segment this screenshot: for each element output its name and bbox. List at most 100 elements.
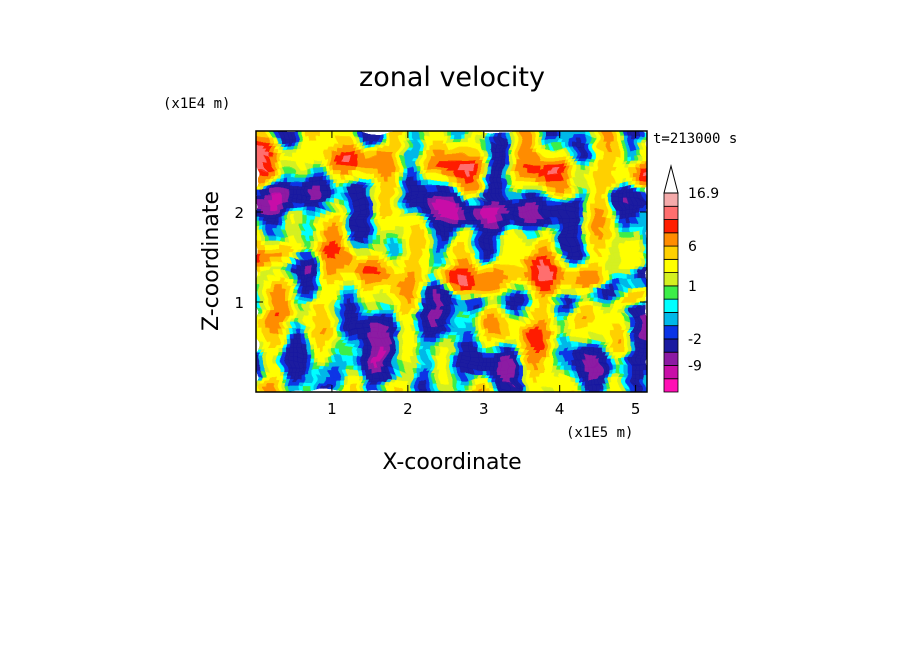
field-cell [470,333,475,339]
field-cell [594,189,599,195]
field-cell [443,194,449,200]
field-cell [451,347,456,353]
field-cell [432,315,438,321]
field-cell [342,270,347,276]
field-cell [616,189,622,195]
field-cell [571,266,577,272]
field-cell [380,248,385,254]
field-cell [349,234,355,240]
field-cell [353,252,359,258]
field-cell [338,356,344,362]
field-cell [586,261,592,267]
field-cell [365,279,370,285]
field-cell [534,270,539,276]
field-cell [496,230,501,236]
field-cell [301,342,306,348]
field-cell [274,387,280,392]
field-cell [549,185,554,191]
field-cell [545,338,550,344]
field-cell [466,266,471,272]
field-cell [289,324,295,330]
field-cell [308,180,313,186]
field-cell [349,189,355,195]
field-cell [282,293,287,299]
field-cell [440,302,445,308]
field-cell [590,351,595,357]
field-cell [549,194,554,200]
field-cell [319,284,325,290]
field-cell [380,216,385,222]
field-cell [477,297,483,303]
field-cell [504,234,509,240]
field-cell [395,198,400,204]
field-cell [631,351,637,357]
field-cell [425,342,430,348]
field-cell [353,320,359,326]
field-cell [334,329,340,335]
field-cell [620,239,626,245]
field-cell [545,279,550,285]
field-cell [620,212,626,218]
field-cell [620,360,626,366]
field-cell [459,216,464,222]
field-cell [387,221,392,227]
field-cell [564,248,569,254]
field-cell [259,171,265,177]
field-cell [413,311,419,317]
field-cell [365,180,370,186]
field-cell [425,383,430,389]
field-cell [635,198,641,204]
field-cell [504,378,509,384]
field-cell [383,180,389,186]
field-cell [372,329,377,335]
field-cell [639,207,644,213]
field-cell [274,212,280,218]
field-cell [346,288,351,294]
field-cell [304,284,310,290]
field-cell [282,378,287,384]
field-cell [323,225,329,231]
field-cell [616,261,622,267]
field-cell [380,194,385,200]
field-cell [609,216,614,222]
field-cell [564,212,569,218]
field-cell [365,248,370,254]
field-cell [477,374,483,380]
field-cell [421,203,426,209]
field-cell [440,378,445,384]
field-cell [271,180,276,186]
field-cell [598,261,603,267]
field-cell [395,360,400,366]
field-cell [560,180,565,186]
field-cell [286,329,291,335]
field-cell [594,324,599,330]
field-cell [556,378,562,384]
field-cell [289,216,295,222]
field-cell [413,234,419,240]
field-cell [598,239,603,245]
field-cell [349,365,355,371]
field-cell [342,180,347,186]
field-cell [410,365,415,371]
field-cell [312,315,317,321]
field-cell [489,230,494,236]
field-cell [545,387,550,392]
field-cell [274,315,280,321]
field-cell [308,194,313,200]
field-cell [534,243,539,249]
field-cell [346,356,351,362]
field-cell [477,234,483,240]
field-cell [402,365,407,371]
field-cell [440,356,445,362]
field-cell [312,374,317,380]
field-cell [635,315,641,321]
field-cell [605,288,611,294]
field-cell [455,270,460,276]
field-cell [530,261,535,267]
field-cell [278,266,283,272]
field-cell [342,369,347,375]
field-cell [489,351,494,357]
field-cell [301,297,306,303]
field-cell [519,351,524,357]
field-cell [297,176,302,182]
